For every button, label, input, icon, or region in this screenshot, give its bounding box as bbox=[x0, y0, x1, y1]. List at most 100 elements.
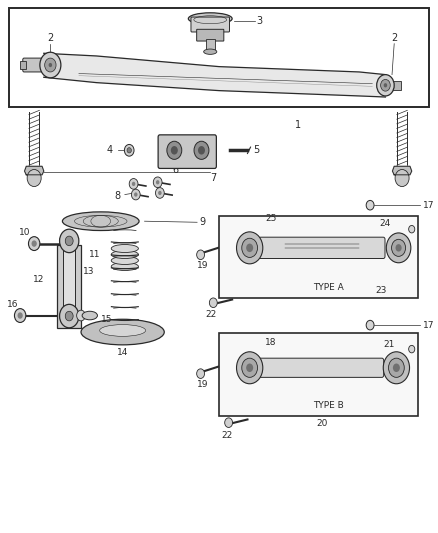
Text: 8: 8 bbox=[114, 191, 120, 201]
Text: 3: 3 bbox=[256, 17, 262, 26]
Polygon shape bbox=[392, 166, 412, 175]
Circle shape bbox=[197, 369, 205, 378]
Circle shape bbox=[158, 191, 162, 195]
Ellipse shape bbox=[63, 212, 139, 230]
Circle shape bbox=[393, 364, 400, 372]
Ellipse shape bbox=[111, 245, 138, 253]
Bar bbox=[20, 61, 26, 69]
Text: 21: 21 bbox=[383, 340, 395, 349]
Text: 19: 19 bbox=[197, 380, 208, 389]
Circle shape bbox=[409, 225, 415, 233]
Circle shape bbox=[392, 239, 406, 256]
Text: 22: 22 bbox=[205, 310, 217, 319]
Bar bbox=[57, 245, 81, 328]
Circle shape bbox=[395, 169, 409, 187]
Circle shape bbox=[18, 312, 23, 319]
Circle shape bbox=[396, 244, 402, 252]
Circle shape bbox=[60, 229, 79, 253]
Text: TYPE A: TYPE A bbox=[313, 284, 344, 292]
Ellipse shape bbox=[111, 256, 138, 264]
Circle shape bbox=[132, 182, 135, 186]
Ellipse shape bbox=[81, 319, 164, 345]
Text: 17: 17 bbox=[423, 321, 434, 329]
Circle shape bbox=[124, 144, 134, 156]
Ellipse shape bbox=[111, 251, 138, 259]
Circle shape bbox=[237, 232, 263, 264]
FancyBboxPatch shape bbox=[191, 17, 230, 32]
Circle shape bbox=[49, 63, 52, 67]
Circle shape bbox=[153, 177, 162, 188]
Text: 10: 10 bbox=[19, 228, 31, 237]
Circle shape bbox=[156, 180, 159, 184]
Text: 20: 20 bbox=[316, 419, 328, 428]
Text: 9: 9 bbox=[199, 217, 205, 227]
Circle shape bbox=[242, 358, 258, 377]
FancyBboxPatch shape bbox=[197, 29, 224, 41]
Circle shape bbox=[194, 141, 209, 159]
Text: 24: 24 bbox=[379, 220, 390, 228]
Circle shape bbox=[129, 179, 138, 189]
Bar bbox=[63, 248, 75, 312]
Ellipse shape bbox=[99, 325, 145, 336]
Circle shape bbox=[40, 52, 61, 78]
Circle shape bbox=[131, 189, 140, 200]
Text: 19: 19 bbox=[197, 261, 208, 270]
Circle shape bbox=[242, 238, 258, 257]
Circle shape bbox=[27, 169, 41, 187]
Text: 13: 13 bbox=[83, 268, 94, 276]
Text: 7: 7 bbox=[210, 173, 216, 183]
FancyBboxPatch shape bbox=[23, 58, 48, 72]
Circle shape bbox=[377, 75, 394, 96]
Text: 17: 17 bbox=[423, 201, 434, 209]
Text: 11: 11 bbox=[89, 251, 101, 259]
Circle shape bbox=[225, 418, 233, 427]
Circle shape bbox=[127, 148, 131, 153]
Circle shape bbox=[384, 83, 387, 87]
Text: 4: 4 bbox=[107, 146, 113, 155]
Circle shape bbox=[134, 192, 138, 197]
Circle shape bbox=[14, 309, 26, 322]
Ellipse shape bbox=[204, 49, 217, 54]
Text: 12: 12 bbox=[33, 276, 44, 284]
FancyBboxPatch shape bbox=[259, 358, 384, 377]
Ellipse shape bbox=[111, 263, 138, 271]
Text: 5: 5 bbox=[253, 146, 259, 155]
Circle shape bbox=[209, 298, 217, 308]
Text: 15: 15 bbox=[101, 316, 112, 324]
Circle shape bbox=[246, 244, 253, 252]
Polygon shape bbox=[25, 166, 44, 175]
Circle shape bbox=[171, 146, 178, 155]
Text: 2: 2 bbox=[391, 33, 397, 43]
Circle shape bbox=[77, 310, 85, 321]
Bar bbox=[391, 81, 401, 90]
Text: 25: 25 bbox=[265, 214, 276, 223]
Bar bbox=[219, 333, 418, 416]
Circle shape bbox=[366, 200, 374, 210]
Text: 16: 16 bbox=[7, 300, 18, 309]
Text: 14: 14 bbox=[117, 348, 128, 357]
FancyBboxPatch shape bbox=[259, 237, 385, 259]
Circle shape bbox=[389, 358, 404, 377]
Bar bbox=[9, 8, 429, 107]
Circle shape bbox=[409, 345, 415, 353]
Circle shape bbox=[386, 233, 411, 263]
Circle shape bbox=[237, 352, 263, 384]
Polygon shape bbox=[44, 53, 385, 97]
Circle shape bbox=[155, 188, 164, 198]
Circle shape bbox=[167, 141, 182, 159]
Circle shape bbox=[197, 250, 205, 260]
Text: 1: 1 bbox=[295, 120, 301, 130]
Circle shape bbox=[381, 79, 390, 91]
Ellipse shape bbox=[82, 311, 97, 320]
Text: 18: 18 bbox=[265, 338, 276, 346]
Circle shape bbox=[383, 352, 410, 384]
Text: 6: 6 bbox=[172, 165, 178, 175]
Circle shape bbox=[32, 240, 37, 247]
Circle shape bbox=[246, 364, 253, 372]
Bar bbox=[219, 216, 418, 298]
Text: 2: 2 bbox=[47, 33, 53, 43]
Circle shape bbox=[45, 58, 56, 72]
Circle shape bbox=[65, 311, 73, 321]
Circle shape bbox=[60, 304, 79, 328]
Ellipse shape bbox=[188, 13, 232, 25]
